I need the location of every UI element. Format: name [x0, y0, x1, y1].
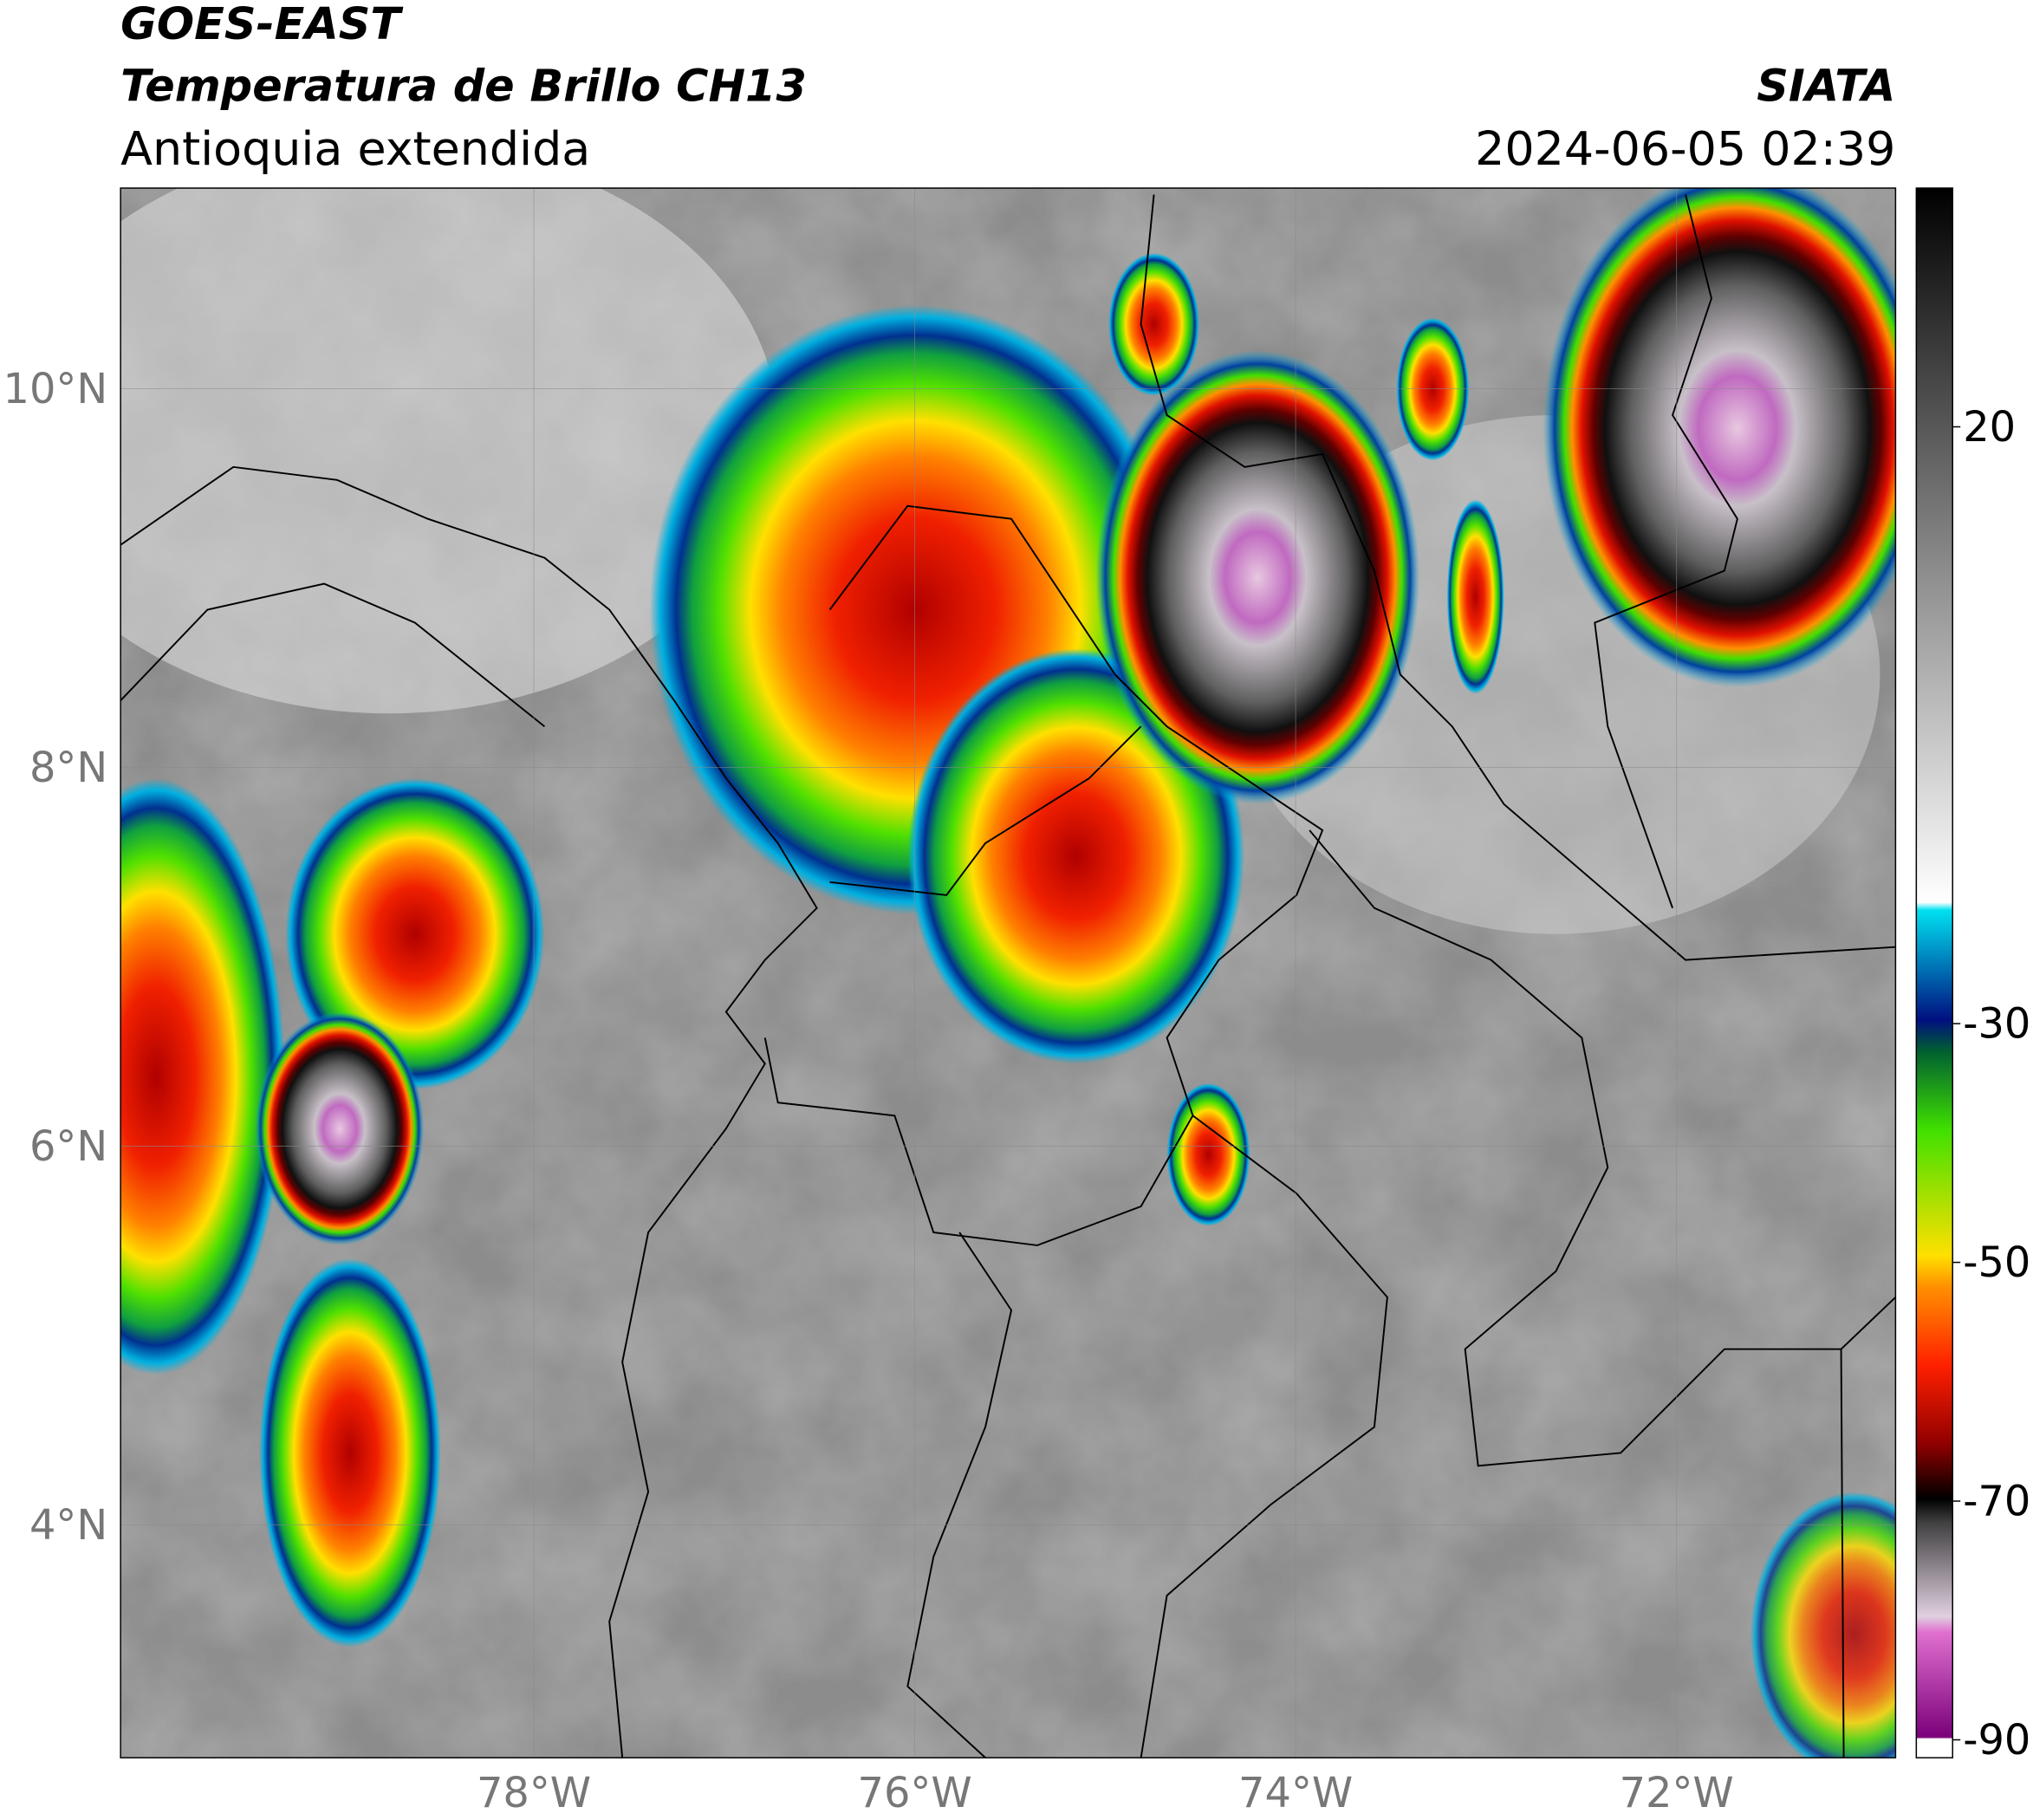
map-image [120, 188, 1896, 1758]
satellite-title: GOES-EAST [120, 0, 404, 49]
product-title: Temperatura de Brillo CH13 [120, 61, 807, 112]
lon-tick-label: 76°W [857, 1770, 971, 1817]
lat-tick-label: 6°N [29, 1123, 107, 1171]
lon-tick-label: 72°W [1620, 1770, 1734, 1817]
colorbar-tick-label: 20 [1963, 404, 2016, 452]
lat-tick-label: 8°N [29, 744, 107, 792]
datetime-label: 2024-06-05 02:39 [1475, 121, 1895, 176]
colorbar-tick-label: -70 [1963, 1478, 2030, 1525]
colorbar-tick-label: -90 [1963, 1717, 2030, 1765]
grid [120, 188, 1896, 1758]
agency-label: SIATA [1757, 61, 1895, 112]
colorbar [1915, 187, 1953, 1758]
colorbar-tick-label: -30 [1963, 1001, 2030, 1049]
lon-tick-label: 74°W [1238, 1770, 1353, 1817]
map-frame [120, 187, 1897, 1758]
lat-tick-label: 4°N [29, 1502, 107, 1550]
colorbar-tick-label: -50 [1963, 1239, 2030, 1287]
region-subtitle: Antioquia extendida [120, 121, 590, 176]
lon-tick-label: 78°W [477, 1770, 591, 1817]
lat-tick-label: 10°N [3, 366, 108, 413]
